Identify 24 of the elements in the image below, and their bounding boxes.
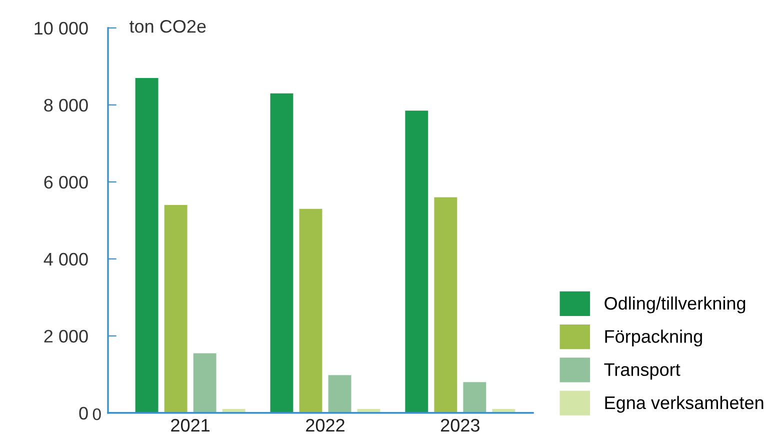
- x-tick-label: 2022: [306, 418, 344, 432]
- x-tick-label: 2021: [171, 418, 210, 432]
- bar: [135, 78, 158, 413]
- legend-label: Egna verksamheten: [605, 396, 764, 413]
- bar: [328, 375, 352, 413]
- bar: [164, 205, 188, 413]
- x-tick-label: 2023: [440, 418, 480, 432]
- y-tick-label: 6 000: [44, 176, 88, 189]
- y-tick-label: 2 000: [44, 330, 88, 343]
- bar: [193, 353, 216, 413]
- y-axis-title: ton CO2e: [130, 20, 206, 33]
- y-tick-label: 0: [79, 406, 88, 420]
- bar: [270, 93, 294, 413]
- legend-label: Odling/tillverkning: [604, 296, 746, 314]
- y-tick-label: 8 000: [44, 98, 88, 112]
- bar: [299, 208, 322, 413]
- text: 0: [92, 408, 101, 420]
- bar: [434, 197, 458, 413]
- y-tick-label: 10 000: [34, 22, 88, 35]
- legend-label: Förpackning: [605, 330, 702, 346]
- bar: [405, 110, 428, 413]
- y-tick-label: 4 000: [44, 252, 88, 266]
- legend-label: Transport: [604, 363, 680, 380]
- bar: [463, 382, 486, 413]
